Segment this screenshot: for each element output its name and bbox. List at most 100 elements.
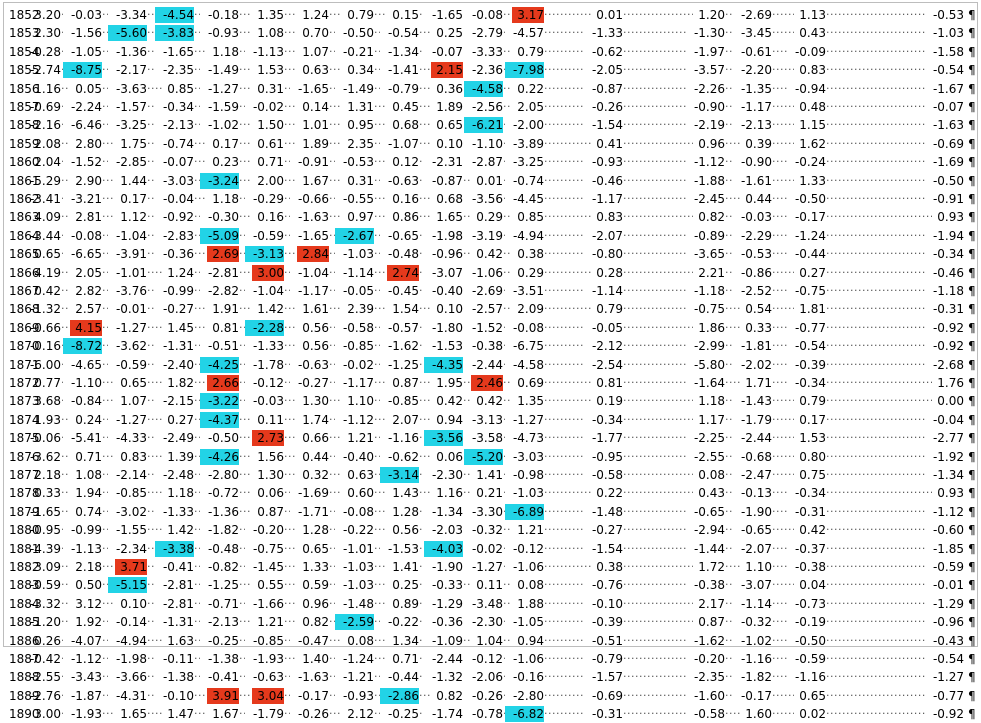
value-cell: -0.07 (431, 44, 463, 59)
dot-leader (772, 337, 787, 355)
dot-leader (623, 43, 686, 61)
dot-leader (284, 135, 297, 153)
value-cell: -3.02 (115, 504, 147, 519)
dot-leader (623, 208, 693, 226)
dot-leader (623, 576, 686, 594)
dot-leader (374, 411, 387, 429)
value-cell: -0.85 (342, 339, 374, 354)
dot-leader (826, 613, 925, 631)
dot-leader (544, 80, 584, 98)
value-cell: -0.40 (342, 449, 374, 464)
dot-leader (503, 521, 512, 539)
dot-leader (147, 392, 155, 410)
dot-leader (623, 190, 686, 208)
value-cell: 0.41 (596, 136, 623, 151)
value-cell: 1.82 (167, 376, 194, 390)
dot-leader (239, 503, 252, 521)
value-cell: -1.44 (693, 541, 725, 556)
pilcrow-mark: ¶ (968, 210, 976, 225)
value-cell: 0.94 (517, 633, 544, 648)
dot-leader (772, 632, 787, 650)
dot-leader (147, 558, 155, 576)
dot-leader (284, 245, 297, 263)
dot-leader (826, 190, 925, 208)
value-cell: -3.63 (115, 81, 147, 96)
value-cell: 1.07 (120, 394, 147, 409)
value-cell: -1.93 (70, 707, 102, 722)
dot-leader (725, 43, 733, 61)
value-cell: 0.33 (745, 320, 772, 335)
dot-leader (544, 429, 584, 447)
value-cell: -3.62 (115, 339, 147, 354)
value-cell: -1.81 (740, 339, 772, 354)
dot-leader (463, 172, 471, 190)
value-cell: 1.42 (257, 302, 284, 317)
dot-leader (772, 24, 794, 42)
value-cell: -0.29 (252, 192, 284, 206)
value-cell: 0.95 (347, 118, 374, 133)
dot-leader (503, 576, 512, 594)
dot-leader (725, 429, 733, 447)
pilcrow-mark: ¶ (968, 376, 976, 390)
dot-leader (374, 116, 387, 134)
value-cell: -3.76 (115, 284, 147, 298)
value-cell: -0.11 (162, 652, 194, 666)
value-cell: 3.68 (34, 394, 61, 409)
value-cell: 1.65 (436, 210, 463, 225)
value-cell: -3.58 (471, 431, 503, 446)
value-cell: 2.05 (517, 100, 544, 114)
value-cell: -1.43 (740, 394, 772, 409)
value-cell: -1.12 (342, 412, 374, 427)
value-cell: 1.34 (392, 633, 419, 648)
value-cell: -1.31 (162, 615, 194, 630)
dot-leader (147, 613, 155, 631)
value-cell: -0.42 (29, 652, 61, 666)
value-cell: 1.33 (302, 560, 329, 574)
value-cell: 2.21 (698, 265, 725, 280)
year-label: 1880 (9, 523, 40, 538)
value-cell: -0.17 (794, 210, 826, 225)
dot-leader (147, 503, 155, 521)
dot-leader (544, 374, 591, 392)
dot-leader (284, 411, 297, 429)
dot-leader (623, 337, 686, 355)
value-cell: -2.02 (740, 357, 772, 372)
dot-leader (503, 43, 512, 61)
value-cell: 1.63 (167, 633, 194, 648)
dot-leader (544, 245, 584, 263)
dot-leader (463, 576, 471, 594)
dot-leader (147, 374, 162, 392)
value-cell: -3.56 (471, 192, 503, 206)
value-cell: 1.81 (799, 302, 826, 317)
value-cell: 0.38 (596, 560, 623, 574)
value-cell: -0.69 (591, 688, 623, 703)
value-cell: -0.38 (471, 339, 503, 354)
value-cell: 2.18 (34, 468, 61, 482)
value-cell: -1.18 (932, 284, 964, 298)
value-cell: -0.75 (252, 541, 284, 556)
value-cell: -3.91 (115, 247, 147, 262)
dot-leader (194, 374, 207, 392)
dot-leader (826, 521, 925, 539)
value-cell: -0.40 (431, 284, 463, 298)
value-cell: 2.07 (392, 412, 419, 427)
value-cell: -1.27 (932, 670, 964, 685)
value-cell: 0.50 (75, 578, 102, 593)
value-cell: 0.44 (745, 192, 772, 206)
year-label: 1873 (9, 394, 40, 409)
value-cell: -1.87 (70, 688, 102, 703)
value-cell: -1.12 (70, 652, 102, 666)
value-cell: -1.04 (115, 228, 147, 243)
value-cell: -0.77 (794, 320, 826, 335)
table-row: 1870-0.16-8.72 -3.62 -1.31 -0.51 -1.33 0.56 -0… (4, 337, 979, 355)
pilcrow-mark: ¶ (968, 633, 976, 648)
dot-leader (61, 172, 70, 190)
dot-leader (725, 668, 733, 686)
dot-leader (147, 61, 155, 79)
value-cell: 1.43 (392, 486, 419, 501)
dot-leader (147, 135, 155, 153)
value-cell: -1.33 (591, 26, 623, 41)
value-cell: -0.96 (932, 615, 964, 630)
value-cell: -0.30 (207, 210, 239, 225)
year-label: 1877 (9, 468, 40, 482)
